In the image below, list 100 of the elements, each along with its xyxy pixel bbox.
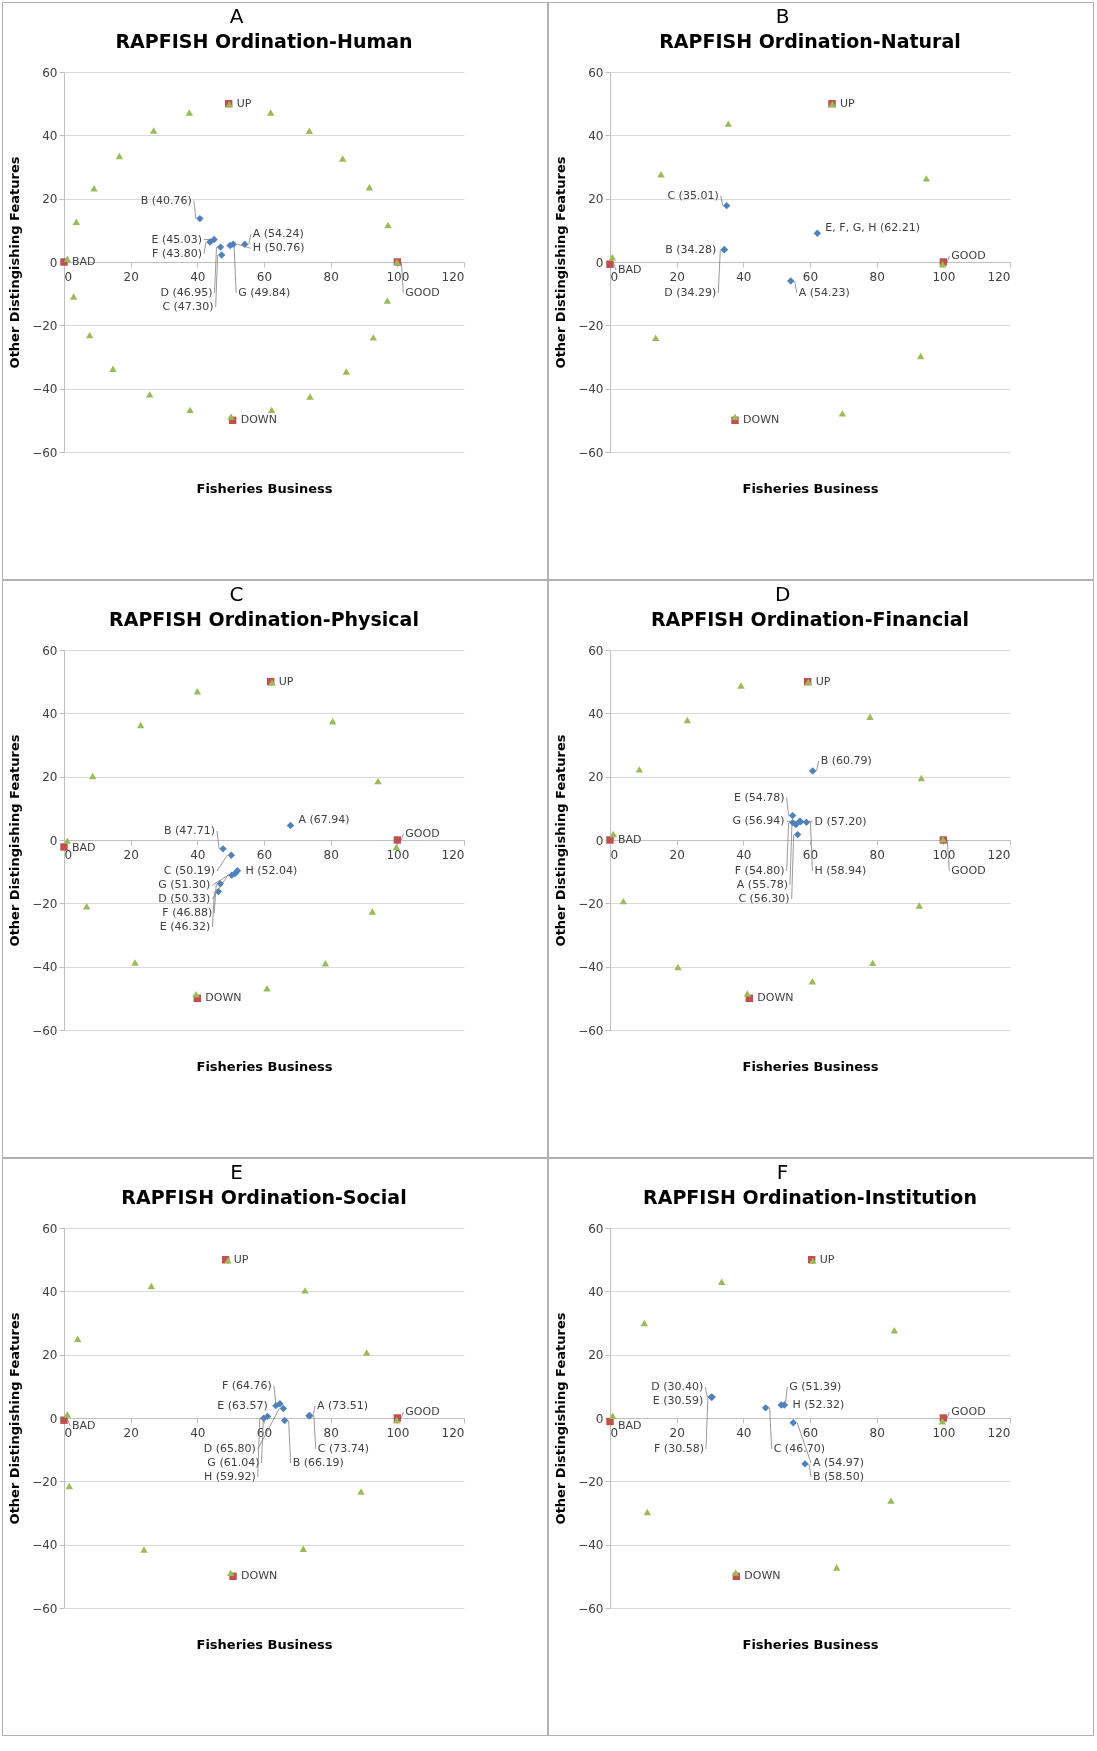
y-tick-label: 60 — [42, 1221, 58, 1236]
x-tick-label: 40 — [736, 847, 752, 862]
annotation: A (54.24) — [252, 227, 304, 241]
annotation: C (35.01) — [667, 188, 719, 202]
y-tick-label: 40 — [42, 128, 58, 143]
annotation: H (50.76) — [252, 241, 305, 255]
y-tick-label: 60 — [42, 65, 58, 80]
annotation: E (63.57) — [217, 1398, 268, 1412]
data-label: BAD — [72, 841, 96, 854]
y-tick-label: 0 — [595, 833, 604, 848]
y-axis-title: Other Distingishing Features — [7, 1312, 23, 1525]
x-tick-label: 0 — [64, 1425, 73, 1440]
x-tick-label: 100 — [932, 847, 956, 862]
annotation: B (40.76) — [140, 193, 192, 207]
y-tick-label: −40 — [32, 382, 58, 397]
annotation: D (30.40) — [651, 1380, 704, 1394]
annotation: B (66.19) — [292, 1456, 344, 1469]
annotation: H (52.32) — [792, 1398, 845, 1412]
x-tick-label: 20 — [669, 269, 685, 284]
x-tick-label: 80 — [869, 269, 885, 284]
annotation: C (73.74) — [317, 1442, 370, 1455]
x-tick-label: 60 — [256, 1425, 273, 1440]
y-axis-title: Other Distingishing Features — [7, 734, 23, 947]
data-label: UP — [819, 1252, 835, 1266]
x-tick-label: 0 — [64, 847, 73, 862]
x-tick-label: 100 — [932, 1425, 956, 1440]
x-tick-label: 20 — [123, 847, 139, 862]
annotation: A (54.97) — [813, 1456, 865, 1469]
y-tick-label: 20 — [42, 1348, 58, 1363]
y-tick-label: −60 — [32, 445, 58, 460]
data-label: DOWN — [743, 413, 780, 427]
x-tick-label: 40 — [736, 269, 752, 284]
chart-title: RAPFISH Ordination-Institution — [643, 1186, 977, 1208]
chart-subtitle: C — [229, 582, 244, 606]
x-tick-label: 0 — [610, 847, 619, 862]
annotation: G (51.39) — [789, 1380, 842, 1394]
annotation: B (58.50) — [813, 1470, 865, 1483]
data-label: UP — [233, 1252, 249, 1266]
data-label: DOWN — [744, 1569, 781, 1583]
y-axis-title: Other Distingishing Features — [553, 1312, 569, 1525]
annotation: G (49.84) — [238, 286, 291, 299]
y-axis-title: Other Distingishing Features — [7, 156, 23, 369]
y-tick-label: −20 — [32, 1474, 58, 1489]
x-tick-label: 40 — [190, 847, 206, 862]
data-label: BAD — [618, 833, 642, 846]
y-tick-label: −60 — [578, 1023, 604, 1038]
y-tick-label: 20 — [42, 192, 58, 207]
x-tick-label: 120 — [441, 269, 465, 284]
x-axis-title: Fisheries Business — [196, 480, 333, 496]
x-tick-label: 120 — [987, 269, 1011, 284]
x-axis-title: Fisheries Business — [742, 1636, 879, 1652]
x-axis-title: Fisheries Business — [196, 1636, 333, 1652]
annotation: G (61.04) — [207, 1456, 260, 1469]
x-tick-label: 120 — [987, 847, 1011, 862]
data-label: DOWN — [205, 991, 242, 1005]
chart-subtitle: D — [774, 582, 791, 606]
x-tick-label: 120 — [987, 1425, 1011, 1440]
y-tick-label: −40 — [32, 960, 58, 975]
x-axis-title: Fisheries Business — [742, 480, 879, 496]
y-tick-label: 60 — [588, 643, 604, 658]
x-tick-label: 120 — [441, 847, 465, 862]
chart-subtitle: B — [775, 4, 790, 28]
chart-title: RAPFISH Ordination-Human — [115, 30, 413, 52]
annotation: H (58.94) — [814, 864, 867, 877]
annotation: D (34.29) — [664, 286, 717, 299]
x-tick-label: 60 — [256, 847, 273, 862]
annotation: F (46.88) — [162, 906, 213, 919]
annotation: F (54.80) — [734, 864, 785, 877]
annotation: B (47.71) — [163, 823, 216, 837]
y-tick-label: −40 — [578, 382, 604, 397]
chart-title: RAPFISH Ordination-Social — [121, 1186, 407, 1208]
y-tick-label: 0 — [49, 833, 58, 848]
annotation: C (47.30) — [162, 300, 214, 313]
y-tick-label: 40 — [588, 128, 604, 143]
y-tick-label: 40 — [42, 1284, 58, 1299]
y-tick-label: 0 — [49, 1411, 58, 1426]
x-tick-label: 20 — [669, 1425, 685, 1440]
y-tick-label: 60 — [588, 65, 604, 80]
data-label: GOOD — [951, 864, 986, 877]
data-label: BAD — [618, 263, 642, 276]
y-tick-label: 20 — [42, 770, 58, 785]
data-label: DOWN — [757, 991, 794, 1005]
data-label: GOOD — [405, 827, 440, 840]
chart-title: RAPFISH Ordination-Financial — [650, 608, 970, 630]
x-tick-label: 80 — [869, 1425, 885, 1440]
annotation: B (60.79) — [820, 753, 872, 767]
x-tick-label: 40 — [736, 1425, 752, 1440]
x-tick-label: 80 — [323, 847, 339, 862]
x-tick-label: 80 — [869, 847, 885, 862]
x-tick-label: 0 — [64, 269, 73, 284]
x-tick-label: 60 — [802, 269, 819, 284]
data-label: GOOD — [405, 286, 440, 299]
annotation: D (57.20) — [814, 814, 867, 828]
data-label: GOOD — [951, 1405, 986, 1418]
y-axis-title: Other Distingishing Features — [553, 156, 569, 369]
y-tick-label: −60 — [578, 445, 604, 460]
y-tick-label: 40 — [588, 706, 604, 721]
x-tick-label: 60 — [802, 1425, 819, 1440]
x-tick-label: 20 — [669, 847, 685, 862]
y-tick-label: −40 — [32, 1538, 58, 1553]
